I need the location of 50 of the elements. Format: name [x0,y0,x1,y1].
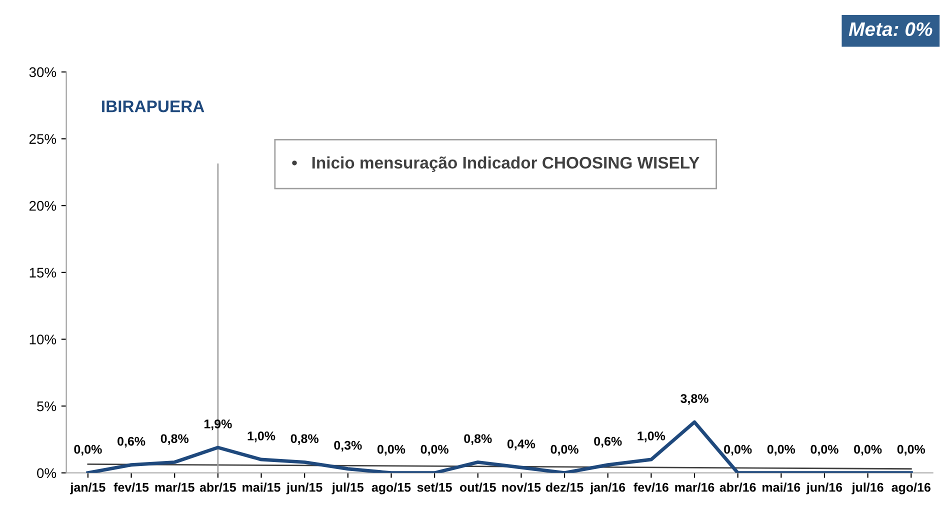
data-label: 0,3% [334,440,362,452]
data-label: 0,8% [160,434,189,445]
data-label: 0,0% [377,444,406,456]
data-label: 0,6% [118,436,146,448]
x-tick-label: out/15 [460,482,496,492]
text: Meta: 0% [848,22,932,36]
x-tick-label: jul/15 [332,482,364,494]
x-tick-label: jan/16 [590,482,626,494]
data-label: 0,6% [594,436,622,448]
data-label: 0,0% [854,444,882,456]
y-tick-label: 15% [30,268,56,278]
x-tick-label: jun/15 [286,482,322,494]
x-tick-label: mar/16 [675,482,714,492]
x-tick-label: jan/15 [70,482,106,494]
y-tick-label: 30% [29,67,56,78]
x-tick-label: nov/15 [502,482,541,492]
y-tick-label: 20% [29,200,56,211]
y-tick-label: 25% [29,134,56,144]
text: IBIRAPUERA [102,100,204,112]
x-tick-label: fev/15 [114,482,149,492]
y-tick-label: 10% [30,334,56,344]
data-label: 1,9% [204,420,232,430]
data-label: 0,8% [464,434,492,445]
annotation: • Inicio mensuração Indicador CHOOSING WISELY [292,156,700,172]
x-tick-label: fev/16 [634,482,668,492]
x-tick-label: ago/15 [372,482,411,494]
data-label: 0,0% [724,444,752,456]
data-label: 0,0% [550,444,578,456]
x-tick-label: mai/15 [242,482,280,492]
data-label: 3,8% [680,394,708,405]
x-tick-label: set/15 [417,482,452,492]
data-label: 0,0% [420,444,448,456]
x-tick-label: jun/16 [806,482,842,494]
x-tick-label: abr/16 [720,482,756,492]
data-label: 0,0% [897,444,926,456]
x-tick-label: ago/16 [892,482,930,494]
data-label: 1,0% [248,432,276,442]
data-label: 0,0% [74,444,102,456]
data-label: 0,4% [507,440,536,450]
x-tick-label: mai/16 [762,482,800,492]
data-label: 0,8% [290,434,318,445]
data-label: 1,0% [638,432,666,442]
data-label: 0,0% [810,444,838,456]
y-tick-label: 0% [37,468,56,478]
x-tick-label: abr/15 [200,482,236,492]
x-tick-label: dez/15 [546,482,584,492]
data-label: 0,0% [767,444,796,456]
y-tick-label: 5% [37,401,56,412]
x-tick-label: mar/15 [155,482,194,492]
x-tick-label: jul/16 [852,482,884,494]
